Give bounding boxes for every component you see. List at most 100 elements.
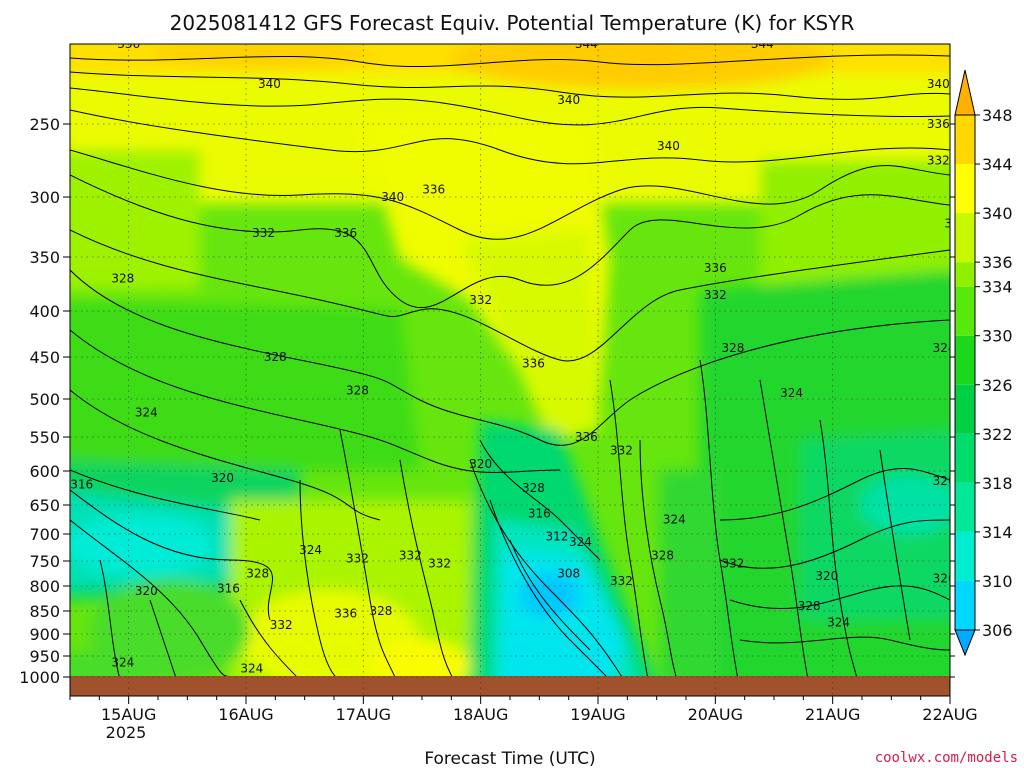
chart-title: 2025081412 GFS Forecast Equiv. Potential… bbox=[170, 11, 855, 35]
x-year-label: 2025 bbox=[106, 723, 147, 742]
y-tick-label: 1000 bbox=[19, 668, 60, 687]
y-tick-label: 650 bbox=[29, 496, 60, 515]
contour-label: 336 bbox=[422, 183, 445, 197]
contour-label: 328 bbox=[651, 549, 674, 563]
colorbar-tick-label: 348 bbox=[982, 106, 1013, 125]
contour-label: 320 bbox=[469, 457, 492, 471]
x-axis: 15AUG 16AUG 17AUG 18AUG 19AUG 20AUG 21AUG 22AUG bbox=[69, 696, 978, 724]
x-tick-label: 21AUG bbox=[805, 705, 860, 724]
contour-label: 324 bbox=[240, 662, 263, 676]
contour-label: 332 bbox=[721, 557, 744, 571]
grid bbox=[70, 44, 950, 696]
y-tick-label: 900 bbox=[29, 625, 60, 644]
contour-label: 336 bbox=[334, 226, 357, 240]
colorbar-segment bbox=[955, 286, 975, 336]
contour-label: 340 bbox=[657, 139, 680, 153]
contour-label: 336 bbox=[704, 261, 727, 275]
contour-label: 340 bbox=[557, 93, 580, 107]
contour-label: 328 bbox=[798, 599, 821, 613]
x-tick-label: 15AUG bbox=[101, 705, 156, 724]
contour-label: 332 bbox=[469, 293, 492, 307]
contour-label: 316 bbox=[528, 507, 551, 521]
colorbar-segment bbox=[955, 164, 975, 214]
contour-label: 320 bbox=[211, 471, 234, 485]
x-tick-label: 22AUG bbox=[922, 705, 977, 724]
colorbar-segment bbox=[955, 213, 975, 263]
colorbar-tick-label: 340 bbox=[982, 204, 1013, 223]
contour-label: 332 bbox=[252, 226, 275, 240]
colorbar-tick-label: 318 bbox=[982, 474, 1013, 493]
contour-label: 336 bbox=[522, 357, 545, 371]
contour-label: 324 bbox=[780, 386, 803, 400]
y-tick-label: 700 bbox=[29, 525, 60, 544]
colorbar-tick-label: 334 bbox=[982, 278, 1013, 297]
colorbar-lower-arrow bbox=[954, 629, 976, 657]
y-tick-label: 400 bbox=[29, 302, 60, 321]
contour-label: 336 bbox=[575, 430, 598, 444]
y-tick-label: 450 bbox=[29, 348, 60, 367]
contour-label: 320 bbox=[933, 572, 956, 586]
contour-label: 332 bbox=[610, 574, 633, 588]
y-tick-label: 750 bbox=[29, 552, 60, 571]
contour-label: 316 bbox=[70, 478, 93, 492]
colorbar-tick-label: 306 bbox=[982, 621, 1013, 640]
contour-label: 332 bbox=[399, 549, 422, 563]
colorbar-segment bbox=[955, 115, 975, 165]
colorbar-tick-label: 322 bbox=[982, 425, 1013, 444]
contour-label: 324 bbox=[569, 535, 592, 549]
y-tick-label: 800 bbox=[29, 577, 60, 596]
y-tick-label: 600 bbox=[29, 462, 60, 481]
x-axis-label: Forecast Time (UTC) bbox=[424, 749, 595, 768]
contour-label: 336 bbox=[334, 606, 357, 620]
colorbar-tick-label: 326 bbox=[982, 376, 1013, 395]
contour-label: 344 bbox=[575, 37, 598, 51]
y-tick-label: 950 bbox=[29, 647, 60, 666]
x-tick-label: 19AUG bbox=[570, 705, 625, 724]
contour-label: 324 bbox=[933, 341, 956, 355]
credit-text: coolwx.com/models bbox=[875, 750, 1018, 766]
contour-label: 332 bbox=[346, 551, 369, 565]
x-tick-label: 18AUG bbox=[453, 705, 508, 724]
colorbar-segment bbox=[955, 384, 975, 434]
colorbar-segment bbox=[955, 262, 975, 287]
contour-label: 328 bbox=[522, 481, 545, 495]
contour-label: 324 bbox=[663, 513, 686, 527]
ground-fill bbox=[70, 676, 950, 696]
y-tick-label: 300 bbox=[29, 188, 60, 207]
colorbar-tick-label: 344 bbox=[982, 155, 1013, 174]
colorbar-segment bbox=[955, 531, 975, 581]
colorbar-upper-arrow bbox=[954, 69, 976, 116]
contour-label: 332 bbox=[270, 618, 293, 632]
contour-label: 308 bbox=[557, 567, 580, 581]
contour-label: 340 bbox=[258, 77, 281, 91]
contour-labels: 336 340 344 344 340 340 340 336 332 340 336 332 336 3… bbox=[70, 37, 956, 676]
colorbar-tick-label: 336 bbox=[982, 253, 1013, 272]
colorbar-segment bbox=[955, 433, 975, 483]
contour-label: 332 bbox=[610, 444, 633, 458]
y-tick-label: 250 bbox=[29, 115, 60, 134]
colorbar: 306 310 314 318 322 326 330 334 336 340 344 348 bbox=[954, 69, 1013, 657]
colorbar-segment bbox=[955, 580, 975, 630]
colorbar-tick-label: 314 bbox=[982, 523, 1013, 542]
y-tick-label: 500 bbox=[29, 390, 60, 409]
contour-label: 340 bbox=[381, 190, 404, 204]
colorbar-segment bbox=[955, 335, 975, 385]
contour-label: 324 bbox=[111, 655, 134, 669]
y-tick-label: 550 bbox=[29, 428, 60, 447]
contour-label: 320 bbox=[135, 584, 158, 598]
y-axis: 250 300 350 400 450 500 550 600 650 700 750 800 850 9… bbox=[19, 115, 955, 687]
contour-label: 324 bbox=[135, 406, 158, 420]
contour-label: 344 bbox=[751, 37, 774, 51]
contour-label: 320 bbox=[815, 569, 838, 583]
contour-label: 328 bbox=[264, 350, 287, 364]
contour-label: 324 bbox=[299, 543, 322, 557]
contour-label: 332 bbox=[704, 288, 727, 302]
contour-label: 328 bbox=[369, 604, 392, 618]
y-tick-label: 850 bbox=[29, 602, 60, 621]
contour-label: 312 bbox=[545, 530, 568, 544]
colorbar-tick-label: 330 bbox=[982, 327, 1013, 346]
colorbar-tick-label: 310 bbox=[982, 572, 1013, 591]
colorbar-frame bbox=[954, 114, 976, 631]
contour-label: 328 bbox=[111, 272, 134, 286]
